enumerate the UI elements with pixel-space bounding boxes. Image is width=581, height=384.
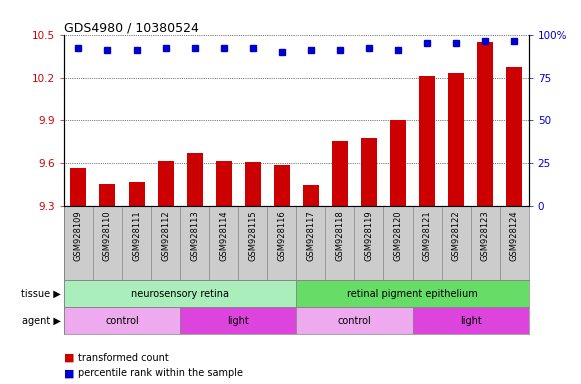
Text: GSM928124: GSM928124 bbox=[510, 210, 519, 261]
Bar bbox=[419, 76, 435, 207]
Text: GSM928122: GSM928122 bbox=[451, 210, 461, 261]
Bar bbox=[448, 73, 464, 207]
Text: GSM928110: GSM928110 bbox=[103, 210, 112, 261]
Text: percentile rank within the sample: percentile rank within the sample bbox=[78, 368, 243, 378]
Text: agent ▶: agent ▶ bbox=[22, 316, 61, 326]
Text: GDS4980 / 10380524: GDS4980 / 10380524 bbox=[64, 22, 199, 35]
Bar bbox=[187, 154, 203, 207]
Bar bbox=[64, 280, 296, 307]
Bar bbox=[180, 307, 296, 334]
Text: GSM928109: GSM928109 bbox=[74, 210, 83, 261]
Text: GSM928116: GSM928116 bbox=[277, 210, 286, 261]
Text: GSM928115: GSM928115 bbox=[248, 210, 257, 261]
Bar bbox=[413, 307, 529, 334]
Bar bbox=[303, 185, 319, 207]
Bar bbox=[361, 138, 377, 207]
Text: tissue ▶: tissue ▶ bbox=[21, 288, 61, 299]
Bar bbox=[216, 161, 232, 207]
Text: GSM928120: GSM928120 bbox=[393, 210, 403, 261]
Text: light: light bbox=[460, 316, 482, 326]
Bar bbox=[477, 42, 493, 207]
Text: GSM928119: GSM928119 bbox=[364, 210, 374, 261]
Text: ■: ■ bbox=[64, 368, 78, 378]
Text: GSM928123: GSM928123 bbox=[480, 210, 490, 261]
Text: control: control bbox=[338, 316, 371, 326]
Text: GSM928113: GSM928113 bbox=[190, 210, 199, 261]
Text: ■: ■ bbox=[64, 353, 78, 363]
Text: retinal pigment epithelium: retinal pigment epithelium bbox=[347, 288, 478, 299]
Text: GSM928112: GSM928112 bbox=[161, 210, 170, 261]
Text: control: control bbox=[105, 316, 139, 326]
Text: transformed count: transformed count bbox=[78, 353, 169, 363]
Text: neurosensory retina: neurosensory retina bbox=[131, 288, 229, 299]
Text: GSM928111: GSM928111 bbox=[132, 210, 141, 261]
Bar bbox=[245, 162, 261, 207]
Bar bbox=[99, 184, 116, 207]
Text: light: light bbox=[227, 316, 249, 326]
Bar bbox=[274, 165, 290, 207]
Text: GSM928121: GSM928121 bbox=[422, 210, 432, 261]
Bar bbox=[332, 141, 348, 207]
Bar bbox=[128, 182, 145, 207]
Bar bbox=[64, 307, 180, 334]
Bar bbox=[157, 161, 174, 207]
Bar bbox=[390, 121, 406, 207]
Bar bbox=[296, 280, 529, 307]
Text: GSM928117: GSM928117 bbox=[306, 210, 315, 261]
Text: GSM928114: GSM928114 bbox=[219, 210, 228, 261]
Text: GSM928118: GSM928118 bbox=[335, 210, 345, 261]
Bar bbox=[70, 168, 87, 207]
Bar bbox=[506, 68, 522, 207]
Bar bbox=[296, 307, 413, 334]
